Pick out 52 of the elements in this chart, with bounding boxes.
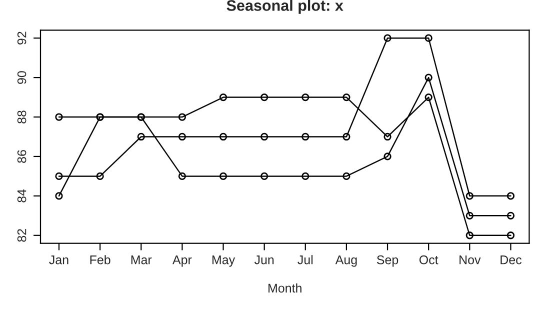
point	[260, 132, 268, 141]
point	[424, 34, 432, 42]
point	[506, 232, 515, 240]
point	[302, 93, 310, 102]
point	[342, 172, 350, 180]
point	[260, 172, 268, 180]
x-tick-label: Mar	[131, 256, 152, 264]
x-tick-label: Apr	[172, 256, 192, 267]
point	[342, 93, 350, 102]
x-tick-label: Sep	[376, 255, 398, 267]
point	[178, 113, 186, 121]
chart-title: Seasonal plot: x	[226, 0, 344, 14]
point	[424, 74, 432, 82]
point	[219, 172, 228, 180]
x-tick-label: Dec	[500, 256, 522, 264]
x-tick-label: Jan	[49, 256, 68, 264]
y-tick-label: 92	[17, 32, 26, 44]
point	[178, 172, 186, 180]
point	[55, 172, 63, 180]
point	[219, 132, 228, 141]
point	[384, 152, 392, 160]
point	[219, 93, 228, 102]
point	[342, 132, 350, 141]
point	[178, 132, 186, 141]
point	[55, 192, 63, 200]
point	[506, 212, 515, 220]
point	[466, 212, 474, 220]
y-tick-label: 90	[17, 71, 26, 84]
point	[302, 132, 310, 141]
point	[384, 132, 392, 141]
point	[137, 132, 145, 141]
y-tick-label: 84	[17, 189, 26, 202]
x-tick-label: May	[212, 256, 236, 267]
x-tick-label: Nov	[460, 256, 481, 264]
point	[55, 113, 63, 121]
x-tick-label: Feb	[90, 255, 110, 264]
point	[466, 232, 474, 240]
y-tick-label: 86	[17, 150, 26, 163]
y-tick-label: 88	[17, 110, 26, 124]
point	[506, 192, 515, 200]
x-tick-label: Aug	[335, 256, 357, 267]
x-tick-label: Jul	[298, 255, 313, 264]
point	[302, 172, 310, 180]
point	[466, 192, 474, 200]
x-tick-label: Oct	[419, 255, 438, 264]
point	[384, 34, 392, 42]
x-tick-label: Jun	[254, 256, 274, 264]
y-tick-label: 82	[17, 229, 26, 242]
point	[96, 172, 104, 180]
point	[260, 93, 268, 102]
x-axis-title: Month	[268, 283, 302, 293]
point	[424, 93, 432, 102]
